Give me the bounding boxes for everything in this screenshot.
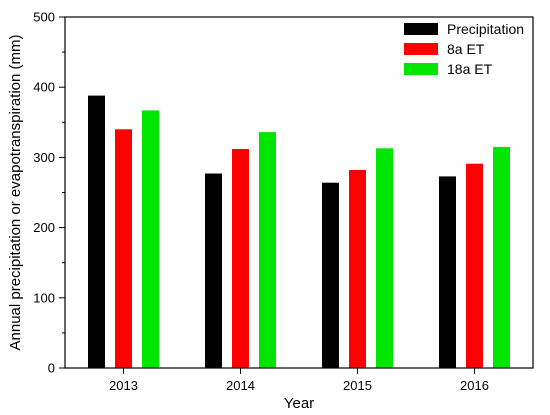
- x-tick-label: 2016: [460, 378, 489, 393]
- y-tick-label: 0: [48, 361, 55, 376]
- legend-swatch-precipitation: [404, 23, 438, 35]
- legend-label: 18a ET: [447, 61, 493, 77]
- bar-8a-et-2014: [232, 149, 249, 368]
- y-axis-ticks: 0 100 200 300 400 500: [33, 10, 65, 376]
- bar-precipitation-2015: [322, 182, 339, 368]
- x-axis-ticks: 2013 2014 2015 2016: [109, 368, 489, 393]
- bar-8a-et-2015: [349, 170, 366, 368]
- legend-label: Precipitation: [447, 21, 524, 37]
- x-tick-label: 2015: [343, 378, 372, 393]
- bar-18a-et-2016: [493, 146, 510, 368]
- x-tick-label: 2014: [226, 378, 255, 393]
- y-tick-label: 100: [33, 290, 55, 305]
- bar-precipitation-2014: [205, 173, 222, 368]
- bar-precipitation-2013: [88, 95, 105, 368]
- legend-swatch-18a-et: [404, 63, 438, 75]
- y-tick-label: 200: [33, 220, 55, 235]
- y-tick-label: 400: [33, 80, 55, 95]
- y-axis-title: Annual precipitation or evapotranspirati…: [7, 35, 24, 351]
- legend-label: 8a ET: [447, 41, 485, 57]
- bar-18a-et-2014: [259, 132, 276, 368]
- bar-18a-et-2013: [142, 110, 159, 369]
- legend-swatch-8a-et: [404, 43, 438, 55]
- y-tick-label: 300: [33, 150, 55, 165]
- y-tick-label: 500: [33, 10, 55, 25]
- bar-8a-et-2016: [466, 163, 483, 368]
- bar-8a-et-2013: [115, 129, 132, 368]
- x-axis-title: Year: [284, 395, 314, 412]
- legend: Precipitation 8a ET 18a ET: [404, 21, 524, 77]
- x-tick-label: 2013: [109, 378, 138, 393]
- bars-layer: [88, 95, 510, 369]
- bar-18a-et-2015: [376, 148, 393, 368]
- bar-precipitation-2016: [439, 176, 456, 368]
